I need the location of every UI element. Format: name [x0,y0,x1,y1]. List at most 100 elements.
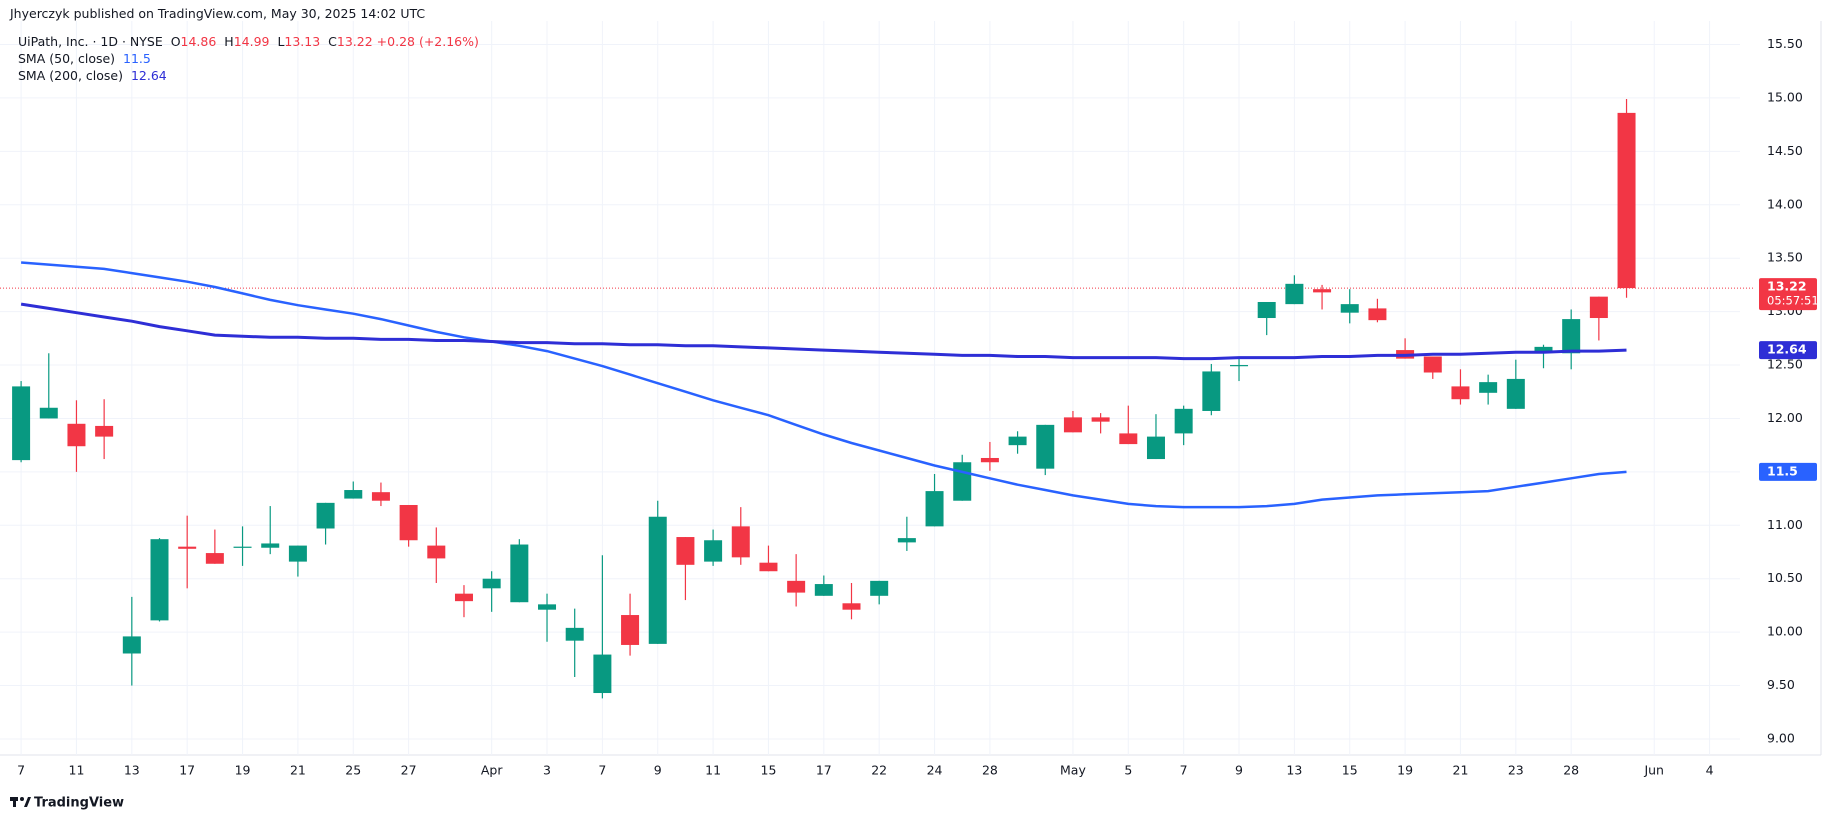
x-tick-label: 7 [598,763,606,778]
x-tick-label: 28 [1563,763,1579,778]
candle-body [593,654,612,694]
y-tick-label: 10.00 [1767,624,1803,639]
y-tick-label: 12.50 [1767,357,1803,372]
x-tick-label: 17 [816,763,832,778]
x-tick-label: 19 [1397,763,1413,778]
ohlc-value: 13.13 [284,34,321,49]
axis-value-label: 12.64 [1767,342,1807,357]
legend-main: UiPath, Inc. · 1D · NYSE O14.86 H14.99 L… [18,34,479,49]
axis-value-box [1759,462,1817,481]
candle-body [897,538,916,543]
y-tick-label: 9.00 [1767,730,1795,745]
candle-body [1146,436,1165,460]
candle-body [39,407,58,419]
sma-line [21,261,1627,509]
candle-body [1313,289,1332,293]
candle-body [1036,424,1055,469]
brand: TradingView [34,796,124,811]
x-tick-label: 9 [654,763,662,778]
x-tick-label: 23 [1508,763,1524,778]
candle-body [538,604,557,610]
candle-body [1257,301,1276,319]
candle-body [870,580,889,596]
candle-body [814,584,833,596]
x-tick-label: 28 [982,763,998,778]
x-tick-label: 4 [1706,763,1714,778]
candle-body [704,540,723,562]
candle-body [316,502,335,529]
candles [12,98,1636,699]
last-price-box [1759,278,1817,311]
ohlc-value: 13.22 [336,34,373,49]
candle-body [233,546,252,548]
candle-body [925,491,944,527]
x-tick-label: 11 [69,763,85,778]
y-tick-label: 15.00 [1767,89,1803,104]
countdown: 05:57:51 [1767,294,1819,308]
x-tick-label: May [1060,763,1086,778]
y-tick-label: 10.50 [1767,570,1803,585]
candle-body [1174,408,1193,434]
candle-body [1091,417,1110,422]
candle-body [731,526,750,558]
candle-body [1230,365,1249,367]
ohlc-key: L [277,34,285,49]
y-tick-label: 15.50 [1767,36,1803,51]
x-tick-label: 7 [1180,763,1188,778]
candle-body [178,546,197,549]
ohlc-key: H [224,34,234,49]
x-tick-label: 24 [927,763,943,778]
x-tick-label: 15 [761,763,777,778]
x-tick-label: 22 [871,763,887,778]
candle-body [510,544,529,603]
legend-name: SMA (200, close) [18,68,123,83]
candle-body [842,603,861,610]
candle-body [288,545,307,562]
grid [0,21,1740,755]
legend-gap [123,68,131,83]
x-tick-label: 3 [543,763,551,778]
logo-part [13,797,16,807]
candle-body [399,504,418,541]
x-tick-label: Apr [481,763,503,778]
x-tick-label: 15 [1342,763,1358,778]
x-tick-label: 21 [1453,763,1469,778]
legend-sma50: SMA (50, close) 11.5 [18,51,151,66]
logo-part [24,797,31,807]
x-tick-label: 13 [124,763,140,778]
candle-body [1479,382,1498,393]
candle-body [676,537,695,565]
candle-body [1285,283,1304,305]
candle-body [648,516,667,644]
candle-body [95,425,114,437]
x-tick-label: 7 [17,763,25,778]
y-tick-label: 9.50 [1767,677,1795,692]
axis-value-box [1759,341,1817,360]
candle-body [12,386,31,461]
candle-body [344,490,363,499]
x-tick-label: 27 [401,763,417,778]
x-tick-label: Jun [1643,763,1664,778]
candle-body [454,593,473,602]
candle-body [427,545,446,559]
axis-value-label: 11.5 [1767,463,1798,478]
candle-body [1617,112,1636,289]
candle-body [1506,378,1525,409]
ohlc-value: 14.99 [233,34,270,49]
candle-body [1063,417,1082,433]
x-tick-label: 21 [290,763,306,778]
legend-value: 12.64 [130,68,167,83]
candle-body [67,423,86,447]
candle-body [261,543,280,548]
legend-sma200: SMA (200, close) 12.64 [18,68,167,83]
candle-body [1008,436,1027,446]
legend-gap [115,51,123,66]
x-tick-label: 9 [1235,763,1243,778]
ohlc-key: O [170,34,181,49]
y-tick-label: 11.00 [1767,517,1803,532]
candle-body [205,553,224,564]
candle-body [1589,296,1608,319]
